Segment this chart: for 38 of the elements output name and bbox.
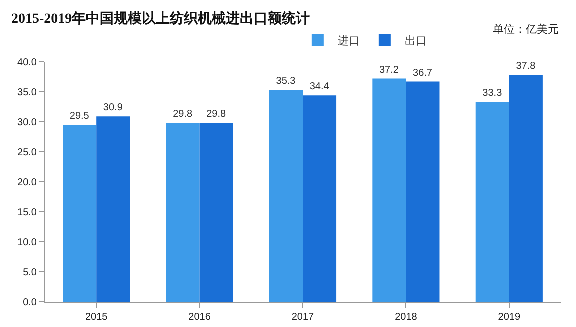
data-label: 29.8: [173, 109, 193, 120]
bar: [200, 123, 234, 302]
x-tick-label: 2018: [395, 312, 418, 323]
x-tick-label: 2019: [498, 312, 521, 323]
x-tick-label: 2016: [188, 312, 212, 323]
legend-label: 进口: [338, 34, 360, 48]
data-label: 29.5: [70, 111, 90, 122]
bar: [96, 116, 130, 302]
bar: [166, 123, 200, 302]
bar: [269, 90, 303, 302]
chart-title: 2015-2019年中国规模以上纺织机械进出口额统计: [12, 10, 310, 27]
data-label: 37.2: [379, 64, 400, 76]
data-label: 30.9: [103, 102, 124, 114]
legend-label: 出口: [404, 34, 427, 48]
y-tick-label: 25.0: [18, 148, 38, 158]
data-label: 34.4: [310, 82, 330, 93]
y-tick-label: 20.0: [18, 178, 38, 188]
x-tick-label: 2017: [292, 312, 315, 323]
bar: [63, 125, 97, 302]
data-label: 29.8: [206, 109, 227, 120]
bar: [509, 75, 543, 302]
bar: [303, 96, 337, 302]
data-label: 36.7: [413, 68, 433, 79]
text: 单位：亿美元: [493, 23, 559, 36]
y-tick-label: 10.0: [18, 238, 38, 248]
bar: [476, 102, 510, 302]
bar: [406, 82, 440, 302]
data-label: 37.8: [516, 61, 536, 72]
bar: [372, 78, 406, 302]
y-tick-label: 15.0: [18, 208, 38, 218]
data-label: 33.3: [482, 88, 503, 100]
x-tick-label: 2015: [85, 312, 108, 323]
y-tick-label: 35.0: [18, 88, 38, 98]
y-tick-label: 5.0: [23, 268, 38, 278]
data-label: 35.3: [276, 76, 296, 88]
y-tick-label: 0.0: [23, 298, 38, 308]
y-tick-label: 30.0: [18, 118, 38, 128]
y-tick-label: 40.0: [18, 58, 38, 68]
